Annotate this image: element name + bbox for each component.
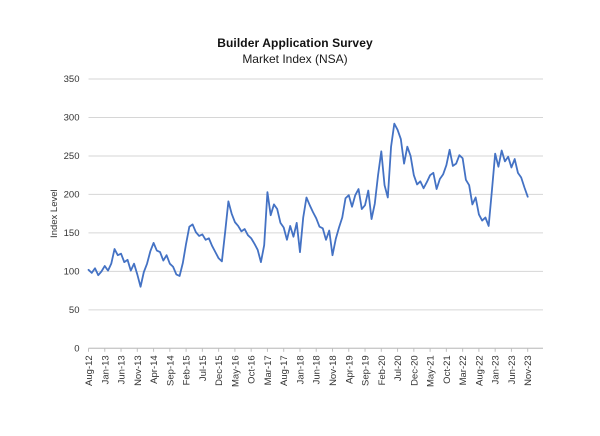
y-tick-label: 50: [69, 305, 80, 316]
x-tick-label: Sep-19: [361, 355, 372, 386]
x-tick-label: May-16: [230, 355, 241, 387]
x-tick-label: Aug-22: [474, 355, 485, 386]
x-tick-label: Jul-20: [393, 355, 404, 381]
x-tick-label: Nov-13: [133, 355, 144, 386]
y-tick-label: 250: [64, 151, 80, 162]
x-tick-label: Jun-18: [312, 355, 323, 384]
chart-title: Builder Application Survey: [217, 36, 373, 50]
x-tick-label: May-21: [426, 355, 437, 387]
chart-subtitle: Market Index (NSA): [242, 52, 348, 66]
y-tick-label: 350: [64, 74, 80, 85]
y-tick-label: 300: [64, 112, 80, 123]
x-tick-label: Dec-20: [409, 355, 420, 386]
x-tick-label: Apr-19: [344, 355, 355, 384]
y-tick-label: 100: [64, 266, 80, 277]
x-tick-label: Oct-16: [247, 355, 258, 384]
y-tick-label: 150: [64, 228, 80, 239]
x-tick-label: Aug-12: [84, 355, 95, 386]
x-tick-label: Aug-17: [279, 355, 290, 386]
x-tick-label: Sep-14: [165, 355, 176, 386]
y-tick-label: 0: [74, 343, 79, 354]
x-tick-label: Oct-21: [442, 355, 453, 384]
x-tick-label: Feb-20: [377, 355, 388, 385]
x-tick-label: Jan-18: [295, 355, 306, 384]
x-tick-label: Feb-15: [182, 355, 193, 385]
y-axis-title: Index Level: [49, 189, 60, 238]
x-tick-label: Nov-18: [328, 355, 339, 386]
x-tick-label: Nov-23: [523, 355, 534, 386]
x-tick-label: Mar-22: [458, 355, 469, 385]
x-tick-label: Apr-14: [149, 355, 160, 384]
y-tick-label: 200: [64, 189, 80, 200]
x-tick-label: Jan-13: [100, 355, 111, 384]
x-tick-label: Jun-13: [117, 355, 128, 384]
chart-line: [87, 122, 529, 288]
x-tick-label: Dec-15: [214, 355, 225, 386]
x-tick-label: Jan-23: [491, 355, 502, 384]
x-tick-label: Jul-15: [198, 355, 209, 381]
x-tick-label: Mar-17: [263, 355, 274, 385]
x-tick-label: Jun-23: [507, 355, 518, 384]
